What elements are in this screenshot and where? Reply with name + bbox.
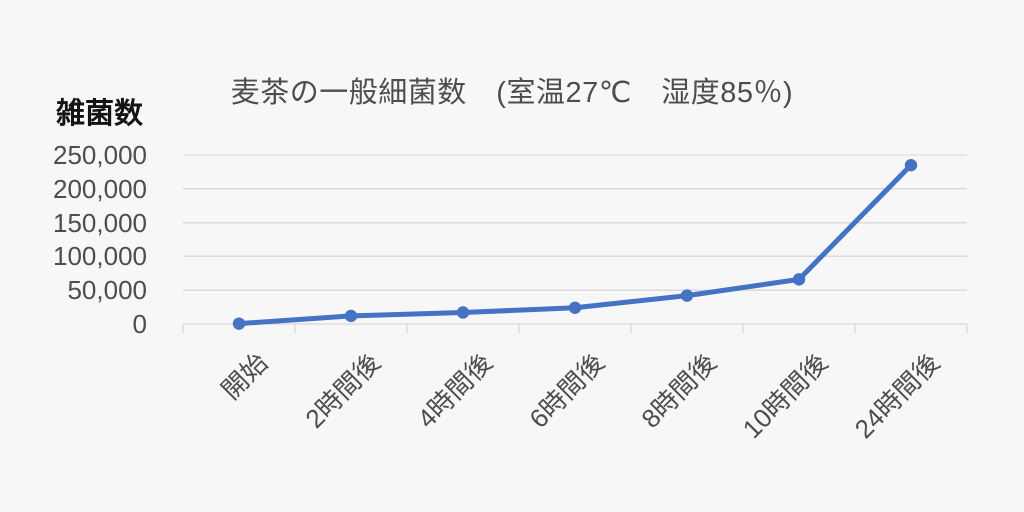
data-point-marker [344,309,358,323]
data-point-marker [680,289,694,302]
y-tick-label: 50,000 [67,275,147,306]
y-tick-label: 250,000 [53,140,147,170]
data-point-marker [568,301,582,314]
data-point-marker [232,317,246,330]
chart-title: 麦茶の一般細菌数 (室温27℃ 湿度85％) [230,77,794,109]
y-tick-label: 0 [132,309,147,339]
data-point-marker [792,273,806,286]
y-tick-label: 200,000 [53,173,147,204]
y-tick-label: 100,000 [53,241,147,272]
y-axis-title: 雑菌数 [56,98,144,130]
data-point-marker [904,158,918,172]
data-point-marker [456,306,470,319]
y-tick-label: 150,000 [53,207,147,238]
